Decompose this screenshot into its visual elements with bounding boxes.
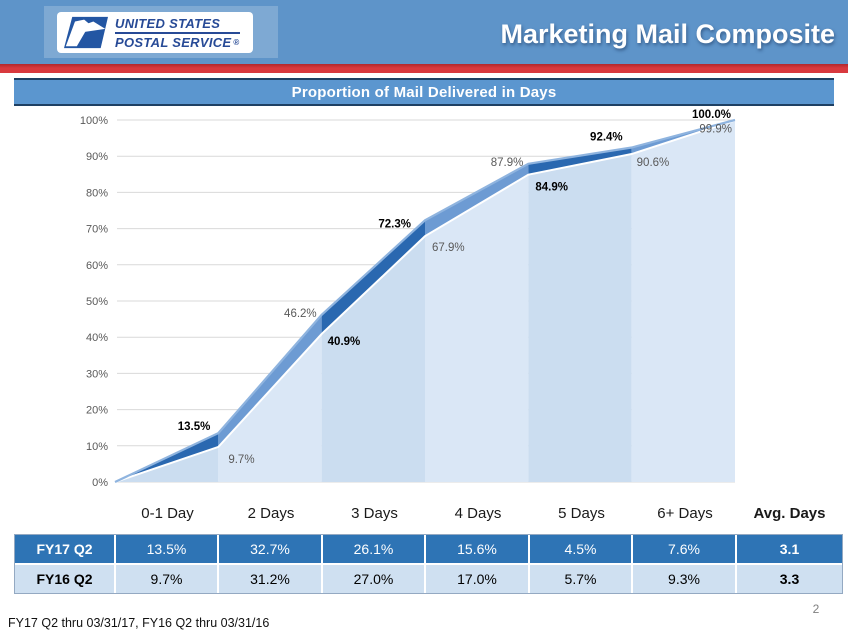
fy17-line xyxy=(114,118,736,483)
fy16-point-label: 9.7% xyxy=(228,454,254,466)
chart-title: Proportion of Mail Delivered in Days xyxy=(291,83,557,101)
usps-eagle-icon xyxy=(64,16,108,49)
table-header-cell: 5 Days xyxy=(558,505,605,522)
fy16-area-segment xyxy=(321,236,425,482)
table-cell: 5.7% xyxy=(530,565,633,593)
y-tick-label: 70% xyxy=(86,224,108,236)
fy17-band-segment xyxy=(528,147,632,175)
fy17-band-segment xyxy=(321,220,425,334)
y-tick-label: 10% xyxy=(86,441,108,453)
delivery-table: FY17 Q2 13.5% 32.7% 26.1% 15.6% 4.5% 7.6… xyxy=(14,534,843,594)
table-header-cell: 3 Days xyxy=(351,505,398,522)
table-cell: 9.3% xyxy=(633,565,737,593)
fy16-point-label: 84.9% xyxy=(535,182,568,194)
row-label: FY17 Q2 xyxy=(15,535,116,565)
fy17-point-label: 13.5% xyxy=(178,421,211,433)
fy16-point-label: 67.9% xyxy=(432,242,465,254)
page-number: 2 xyxy=(812,602,820,616)
table-header-spacer xyxy=(15,499,116,529)
brand-line1: UNITED STATES xyxy=(115,15,221,31)
fy17-point-label: 87.9% xyxy=(491,157,524,169)
fy16-area-segment xyxy=(528,154,632,482)
registered-mark: ® xyxy=(233,37,240,47)
brand-line2: POSTAL SERVICE ® xyxy=(115,36,240,49)
y-tick-label: 40% xyxy=(86,332,108,344)
table-cell: 31.2% xyxy=(219,565,323,593)
fy16-area-segment xyxy=(631,120,735,482)
y-tick-label: 60% xyxy=(86,260,108,272)
table-cell: 26.1% xyxy=(323,535,426,565)
y-tick-label: 90% xyxy=(86,151,108,163)
table-header-row: 0-1 Day 2 Days 3 Days 4 Days 5 Days 6+ D… xyxy=(15,499,842,529)
table-cell: 32.7% xyxy=(219,535,323,565)
fy16-point-label: 40.9% xyxy=(328,336,361,348)
table-row-fy17: FY17 Q2 13.5% 32.7% 26.1% 15.6% 4.5% 7.6… xyxy=(15,535,842,565)
fy17-point-label: 92.4% xyxy=(590,132,623,144)
delivery-area-chart: 0% 10% 20% 30% 40% 50% 60% 70% 80% 90% 100% 13.5% 46… xyxy=(80,109,736,489)
footer-note: FY17 Q2 thru 03/31/17, FY16 Q2 thru 03/3… xyxy=(8,616,270,630)
table-cell: 27.0% xyxy=(323,565,426,593)
fy16-point-label: 90.6% xyxy=(637,157,670,169)
table-cell: 17.0% xyxy=(426,565,530,593)
table-header-cell: 0-1 Day xyxy=(141,505,194,522)
header-banner: UNITED STATES POSTAL SERVICE ® Marketing … xyxy=(0,0,848,64)
fy17-point-label: 72.3% xyxy=(378,218,411,230)
fy16-line xyxy=(114,119,736,483)
red-stripe xyxy=(0,64,848,73)
table-cell: 13.5% xyxy=(116,535,219,565)
usps-logo: UNITED STATES POSTAL SERVICE ® xyxy=(57,12,253,53)
brand-line2-text: POSTAL SERVICE xyxy=(115,34,232,50)
fy16-point-label: 99.9% xyxy=(699,123,732,135)
table-header-cell: 4 Days xyxy=(454,505,502,522)
table-header-cell: 2 Days xyxy=(247,505,295,522)
brand-divider xyxy=(115,31,240,34)
table-cell: 15.6% xyxy=(426,535,530,565)
fy17-band-segment xyxy=(218,314,322,447)
table-cell: 4.5% xyxy=(530,535,633,565)
fy16-area-segment xyxy=(218,333,322,482)
y-tick-label: 50% xyxy=(86,296,108,308)
fy16-area-segment xyxy=(425,174,529,483)
y-tick-label: 80% xyxy=(86,187,108,199)
table-cell: 7.6% xyxy=(633,535,737,565)
y-tick-label: 100% xyxy=(80,115,108,127)
y-tick-label: 20% xyxy=(86,405,108,417)
table-cell: 9.7% xyxy=(116,565,219,593)
usps-wordmark: UNITED STATES POSTAL SERVICE ® xyxy=(115,17,240,49)
slide-title: Marketing Mail Composite xyxy=(500,19,835,49)
table-avg-cell: 3.3 xyxy=(737,565,842,593)
fy17-point-label: 100.0% xyxy=(692,109,731,121)
y-tick-label: 0% xyxy=(92,477,108,489)
table-header-cell-avg: Avg. Days xyxy=(753,505,826,522)
table-header-cell: 6+ Days xyxy=(657,505,713,522)
y-tick-label: 30% xyxy=(86,368,108,380)
table-avg-cell: 3.1 xyxy=(737,535,842,565)
fy17-band-segment xyxy=(425,163,529,237)
table-row-fy16: FY16 Q2 9.7% 31.2% 27.0% 17.0% 5.7% 9.3%… xyxy=(15,565,842,593)
row-label: FY16 Q2 xyxy=(15,565,116,593)
chart-title-bar: Proportion of Mail Delivered in Days xyxy=(14,78,834,106)
fy17-point-label: 46.2% xyxy=(284,308,317,320)
